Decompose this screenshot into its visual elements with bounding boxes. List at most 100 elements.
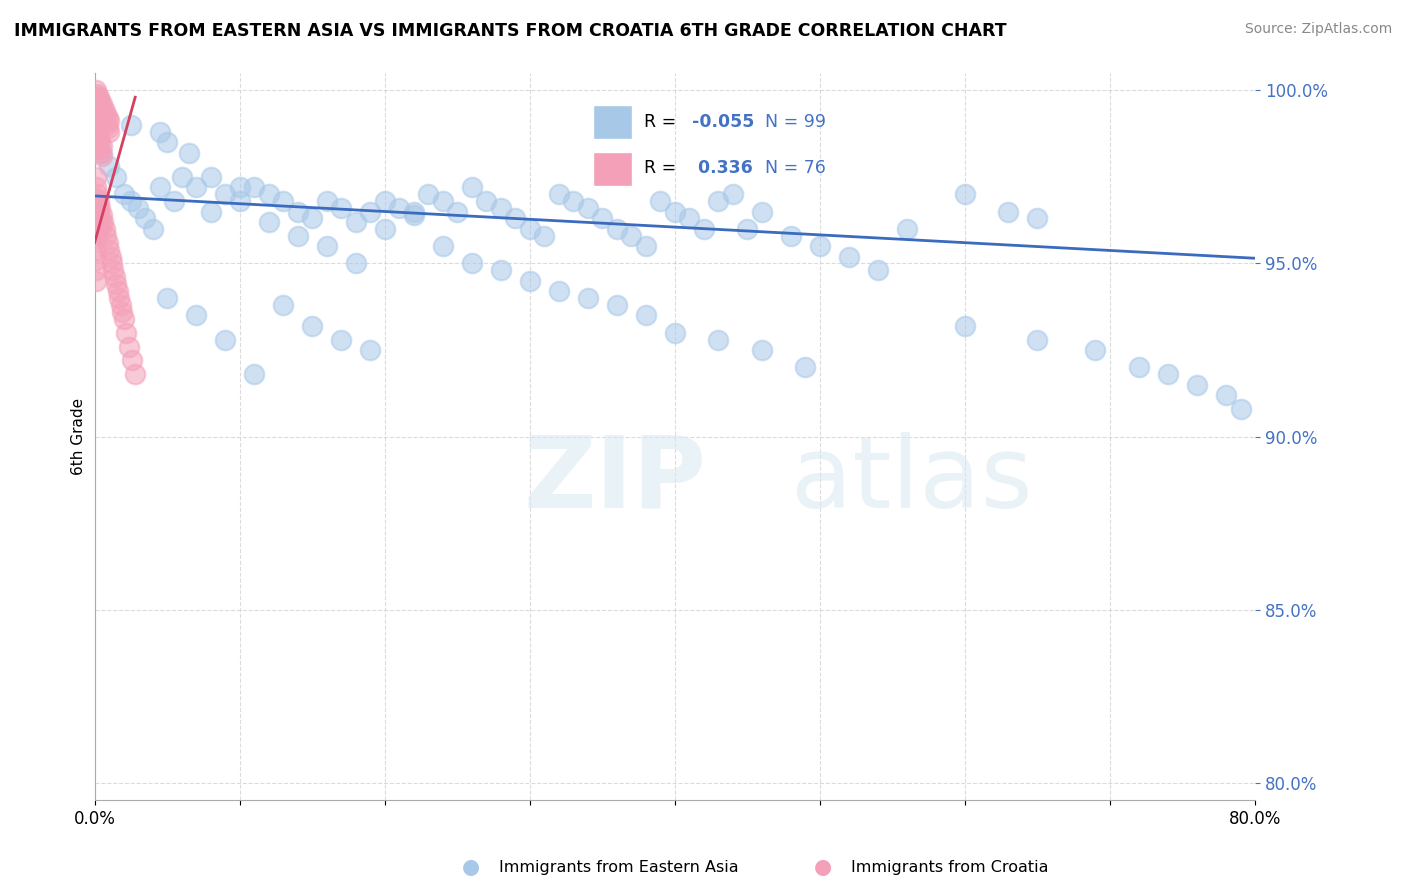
Point xyxy=(1084,343,1107,357)
Point xyxy=(89,135,111,149)
Point xyxy=(228,194,250,208)
Point xyxy=(953,318,976,333)
Point xyxy=(100,250,122,264)
Point xyxy=(402,208,425,222)
Point xyxy=(103,263,125,277)
Point xyxy=(86,97,108,112)
Point xyxy=(751,204,773,219)
Point xyxy=(374,222,396,236)
Text: Immigrants from Croatia: Immigrants from Croatia xyxy=(851,860,1047,874)
Point xyxy=(84,252,107,267)
Point xyxy=(91,111,114,125)
Point xyxy=(84,125,107,139)
Text: N = 76: N = 76 xyxy=(765,159,825,177)
Y-axis label: 6th Grade: 6th Grade xyxy=(72,398,86,475)
Text: -0.055: -0.055 xyxy=(692,113,755,131)
Point xyxy=(96,228,118,243)
Point xyxy=(461,256,484,270)
Point xyxy=(90,107,112,121)
Point xyxy=(779,228,801,243)
Point xyxy=(721,187,744,202)
Point xyxy=(121,353,143,368)
Point xyxy=(1185,377,1208,392)
Point xyxy=(87,142,110,156)
Text: atlas: atlas xyxy=(790,432,1032,529)
FancyBboxPatch shape xyxy=(592,105,631,139)
Point xyxy=(315,194,337,208)
Point xyxy=(111,305,134,319)
Point xyxy=(620,228,643,243)
Point xyxy=(896,222,918,236)
Point xyxy=(87,132,110,146)
Point xyxy=(134,211,156,226)
Text: 0.336: 0.336 xyxy=(692,159,754,177)
Point xyxy=(1128,360,1150,375)
Point xyxy=(228,180,250,194)
Point xyxy=(344,215,367,229)
Point xyxy=(418,187,440,202)
Point xyxy=(271,298,294,312)
Point xyxy=(97,235,120,250)
Point xyxy=(1026,211,1049,226)
Point xyxy=(606,222,628,236)
Point xyxy=(108,291,131,305)
Point xyxy=(84,232,107,246)
Point xyxy=(97,111,120,125)
Point xyxy=(90,97,112,112)
Point xyxy=(104,270,127,285)
Point xyxy=(91,215,114,229)
Point xyxy=(359,343,381,357)
Point xyxy=(90,138,112,153)
Point xyxy=(110,298,132,312)
Point xyxy=(87,111,110,125)
Point xyxy=(432,194,454,208)
Point xyxy=(330,201,353,215)
Point xyxy=(271,194,294,208)
Point xyxy=(98,114,121,128)
Point xyxy=(86,219,108,233)
Point xyxy=(84,90,107,104)
Point xyxy=(86,107,108,121)
Point xyxy=(214,333,236,347)
Point xyxy=(591,211,613,226)
Point xyxy=(997,204,1019,219)
Point xyxy=(86,187,108,202)
Point xyxy=(707,333,730,347)
Point xyxy=(634,309,657,323)
Text: R =: R = xyxy=(644,113,682,131)
Point xyxy=(124,368,146,382)
Point xyxy=(388,201,411,215)
Point xyxy=(547,187,569,202)
Point xyxy=(678,211,700,226)
Point xyxy=(693,222,716,236)
Point xyxy=(84,211,107,226)
Point xyxy=(606,298,628,312)
Text: IMMIGRANTS FROM EASTERN ASIA VS IMMIGRANTS FROM CROATIA 6TH GRADE CORRELATION CH: IMMIGRANTS FROM EASTERN ASIA VS IMMIGRAN… xyxy=(14,22,1007,40)
Point xyxy=(533,228,555,243)
Point xyxy=(461,180,484,194)
Point xyxy=(287,228,309,243)
Point xyxy=(86,197,108,211)
Point xyxy=(84,180,107,194)
Point xyxy=(107,284,129,298)
Point xyxy=(105,169,128,184)
Point xyxy=(432,239,454,253)
Point xyxy=(97,121,120,136)
Text: R =: R = xyxy=(644,159,682,177)
Point xyxy=(84,97,107,112)
Point xyxy=(576,201,599,215)
Point xyxy=(475,194,498,208)
Point xyxy=(163,194,186,208)
Point xyxy=(84,135,107,149)
Point xyxy=(156,135,179,149)
Point xyxy=(87,215,110,229)
Point xyxy=(98,243,121,257)
Point xyxy=(87,194,110,208)
Point xyxy=(374,194,396,208)
Point xyxy=(489,263,512,277)
Point xyxy=(489,201,512,215)
Point xyxy=(86,87,108,101)
Point xyxy=(90,219,112,233)
Point xyxy=(89,94,111,108)
Point xyxy=(120,194,142,208)
